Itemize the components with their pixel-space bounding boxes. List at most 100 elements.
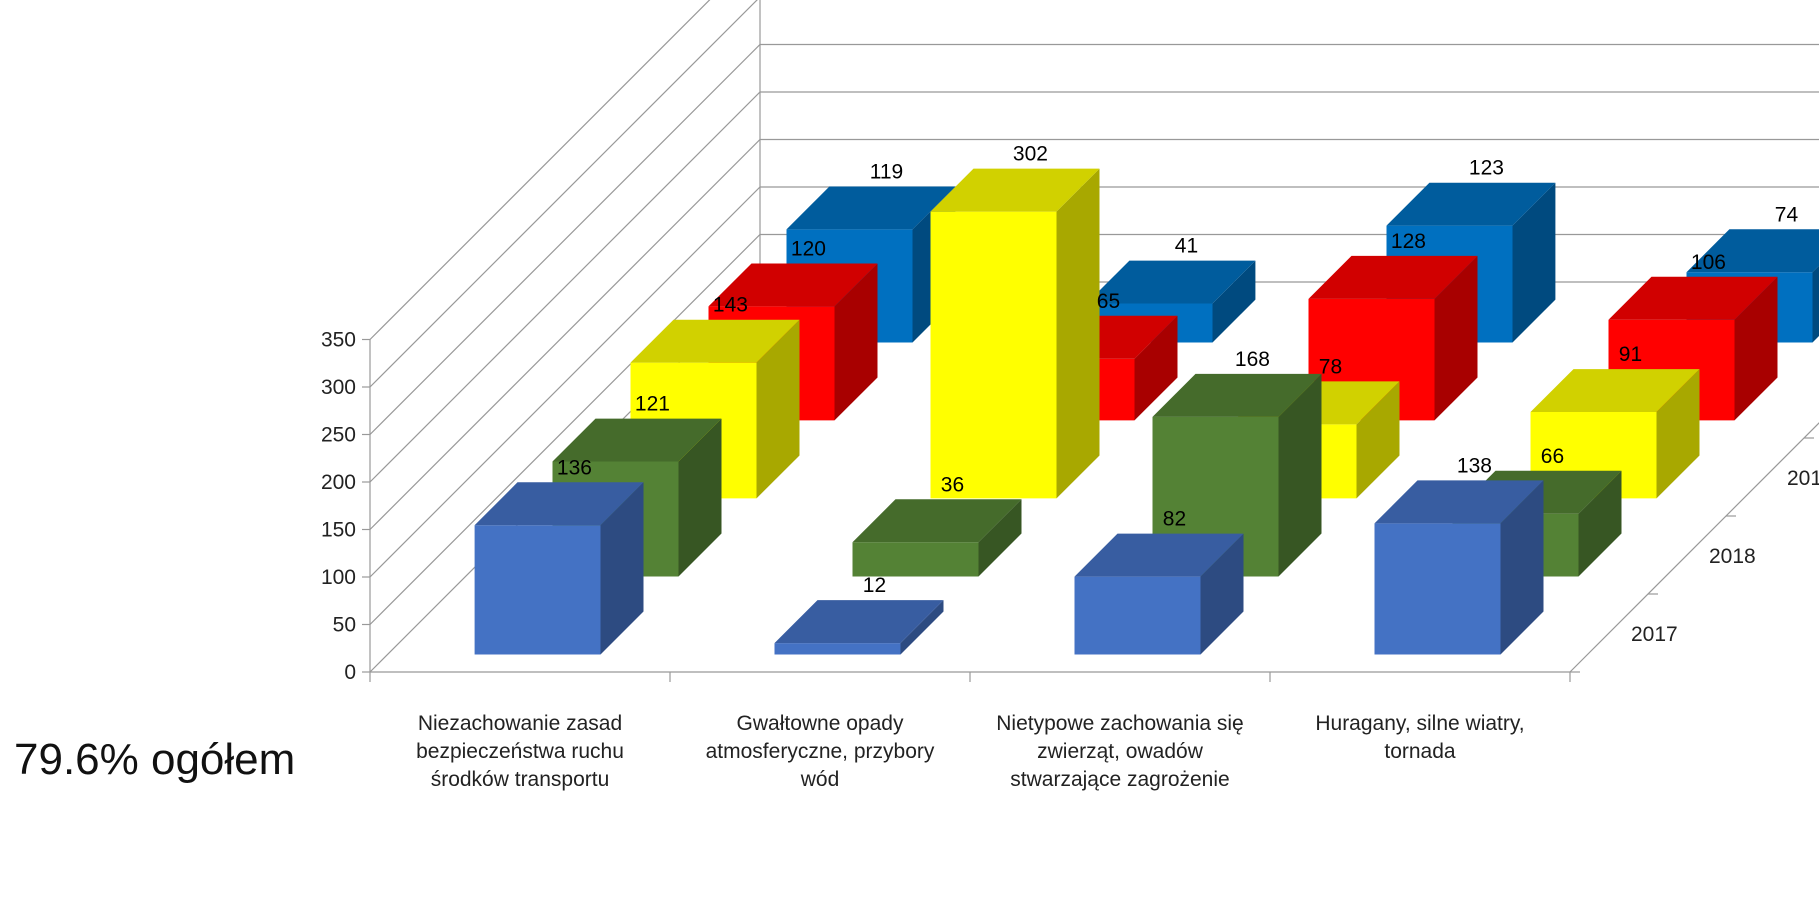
category-label-line: Huragany, silne wiatry, [1315,712,1524,735]
bar-side [1512,182,1556,343]
bar-side [1812,265,1819,343]
bar-side [1278,373,1322,577]
bar-side [1056,168,1100,499]
data-label: 128 [1391,230,1426,253]
bar-side [1434,255,1478,421]
category-label: Nietypowe zachowania się zwierząt, owadów… [996,712,1243,791]
value-tick-label: 0 [344,661,356,684]
bar-side [978,499,1022,577]
category-label: Gwałtowne opady atmosferyczne, przybory wó… [706,712,935,791]
bar-front [852,542,979,577]
value-tick-label: 300 [321,376,356,399]
data-label: 302 [1013,143,1048,166]
data-label: 136 [557,456,592,479]
category-label-line: Niezachowanie zasad [418,712,622,735]
bar-top [1686,229,1819,273]
data-labels: 1194112374120651281061433027891121361686… [557,143,1799,598]
value-tick-label: 250 [321,424,356,447]
data-label: 65 [1097,290,1120,313]
value-tick-label: 100 [321,566,356,589]
bar-top [930,168,1100,212]
bar-side [1200,533,1244,655]
value-tick-label: 50 [333,614,356,637]
bar-top [708,263,878,307]
gridline [369,0,758,388]
category-label-line: atmosferyczne, przybory [706,740,935,763]
value-axis-labels: 0 50 100 150 200 250 300 350 [321,329,370,684]
data-label: 123 [1469,157,1504,180]
bar [930,168,1100,499]
bar-top [1530,369,1700,412]
bar-top [774,600,944,644]
data-label: 138 [1457,454,1492,477]
data-label: 121 [635,393,670,416]
bar-side [678,418,722,577]
category-label-line: środków transportu [431,768,610,791]
bar-front [474,525,601,655]
bar [774,600,944,655]
category-label-line: wód [800,768,840,791]
data-label: 168 [1235,348,1270,371]
bar-front [930,211,1057,499]
category-axis-labels: Niezachowanie zasad bezpieczeństwa ruchu ś… [369,672,1571,791]
series-axis-line [1569,422,1819,673]
data-label: 143 [713,294,748,317]
bar-top [1374,480,1544,524]
bar [1374,480,1544,655]
bar-side [1134,315,1178,421]
bar-side [1656,369,1700,499]
value-tick-label: 200 [321,471,356,494]
data-label: 41 [1175,235,1198,258]
bar-top [1086,260,1256,304]
bar-side [756,319,800,499]
data-label: 119 [870,161,903,184]
bar-side [600,482,644,655]
series-label: 2018 [1709,545,1756,568]
value-tick-label: 350 [321,329,356,352]
side-wall [370,0,760,672]
bar-top [474,482,644,526]
bars [474,168,1819,655]
bar-top [630,319,800,363]
bar-front [1074,576,1201,655]
data-label: 82 [1163,508,1186,531]
bar-side [1500,480,1544,655]
data-label: 66 [1541,445,1564,468]
series-axis-labels: 20172018201920202021 [1570,437,1819,673]
category-label-line: Nietypowe zachowania się [996,712,1243,735]
bar-top [786,186,956,230]
data-label: 106 [1691,251,1726,274]
total-percentage-note: 79.6% ogółem [14,735,296,784]
series-label: 2017 [1631,623,1678,646]
value-tick-label: 150 [321,519,356,542]
category-label-line: stwarzające zagrożenie [1010,768,1229,791]
category-label-line: tornada [1384,740,1456,763]
bar-top [1386,182,1556,226]
bar [1074,533,1244,655]
series-label: 2019 [1787,467,1819,490]
category-label-line: Gwałtowne opady [737,712,904,735]
data-label: 12 [863,574,886,597]
data-label: 120 [791,238,826,261]
category-label-line: zwierząt, owadów [1037,740,1204,763]
bar-side [1356,381,1400,499]
bar-top [852,499,1022,543]
bar-front [1374,523,1501,655]
bar-side [1212,260,1256,343]
bar-front [774,643,901,655]
bar-top [1608,276,1778,320]
data-label: 36 [941,473,964,496]
category-label-line: bezpieczeństwa ruchu [416,740,624,763]
bar-side [1578,470,1622,577]
gridline [369,0,711,340]
category-label: Huragany, silne wiatry, tornada [1315,712,1524,763]
data-label: 74 [1775,203,1799,226]
category-label: Niezachowanie zasad bezpieczeństwa ruchu ś… [416,712,624,791]
data-label: 78 [1319,355,1342,378]
bar-top [552,418,722,462]
bar [474,482,644,655]
bar-side [1734,276,1778,421]
data-label: 91 [1619,343,1642,366]
bar [852,499,1022,577]
